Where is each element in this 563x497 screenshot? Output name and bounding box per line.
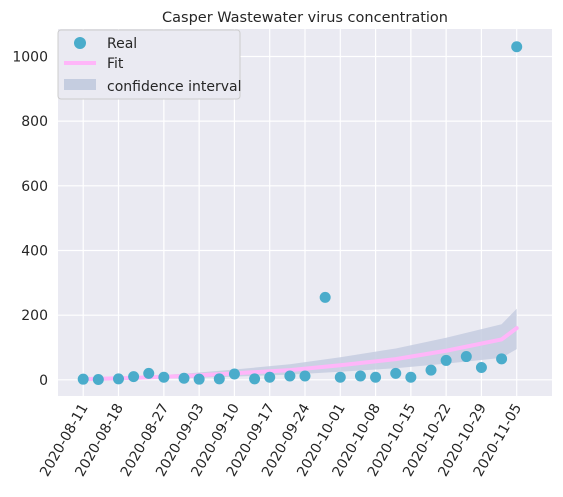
legend-box <box>57 29 241 100</box>
legend-marker-real <box>74 37 86 49</box>
data-point <box>354 370 366 382</box>
y-tick-label: 1000 <box>12 49 48 65</box>
data-point <box>158 371 170 383</box>
data-points-layer <box>77 41 523 386</box>
data-point <box>425 364 437 376</box>
chart-title: Casper Wastewater virus concentration <box>162 10 448 26</box>
legend-label-fit: Fit <box>107 56 124 72</box>
data-point <box>299 370 311 382</box>
data-point <box>475 362 487 374</box>
data-point <box>112 373 124 385</box>
legend-label-confidence: confidence interval <box>107 79 241 95</box>
y-tick-label: 0 <box>39 373 48 389</box>
data-point <box>334 371 346 383</box>
y-tick-label: 800 <box>21 114 48 130</box>
y-tick-label: 600 <box>21 179 48 195</box>
data-point <box>390 367 402 379</box>
data-point <box>460 351 472 363</box>
legend-marker-confidence <box>64 79 96 90</box>
y-tick-label: 200 <box>21 308 48 324</box>
data-point <box>77 373 89 385</box>
data-point <box>213 373 225 385</box>
data-point <box>249 373 261 385</box>
y-tick-label: 400 <box>21 243 48 259</box>
confidence-band <box>83 308 517 380</box>
data-point <box>319 291 331 303</box>
y-axis-ticks: 0 200 400 600 800 1000 <box>12 49 48 388</box>
data-point <box>440 354 452 366</box>
legend-label-real: Real <box>107 36 137 52</box>
data-point <box>511 41 523 53</box>
data-point <box>193 373 205 385</box>
data-point <box>128 371 140 383</box>
data-point <box>405 371 417 383</box>
legend: Real Fit confidence interval <box>57 29 241 100</box>
data-point <box>143 367 155 379</box>
data-point <box>284 370 296 382</box>
data-point <box>178 372 190 384</box>
data-point <box>264 371 276 383</box>
data-point <box>92 374 104 386</box>
data-point <box>496 353 508 365</box>
data-point <box>370 371 382 383</box>
confidence-band-layer <box>83 308 517 380</box>
data-point <box>228 368 240 380</box>
x-axis-ticks: 2020-08-112020-08-182020-08-272020-09-03… <box>37 401 525 480</box>
